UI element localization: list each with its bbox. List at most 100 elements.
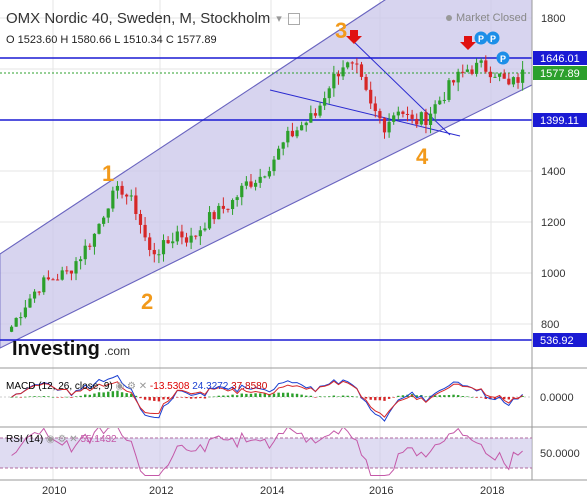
macd-histogram-bar bbox=[286, 392, 290, 397]
candle-body bbox=[419, 112, 423, 125]
macd-histogram-bar bbox=[134, 395, 138, 397]
macd-histogram-bar bbox=[282, 392, 285, 397]
macd-histogram-bar bbox=[65, 396, 69, 398]
p-marker-2[interactable]: P bbox=[486, 31, 500, 45]
triangle-lower-line bbox=[269, 89, 461, 137]
price-label-low: 536.92 bbox=[533, 333, 587, 347]
macd-histogram-bar bbox=[263, 393, 266, 397]
macd-histogram-bar bbox=[194, 397, 197, 399]
candle-body bbox=[451, 80, 456, 83]
macd-histogram-bar bbox=[139, 397, 142, 399]
macd-histogram-bar bbox=[383, 397, 386, 401]
triangle-upper-line bbox=[349, 37, 451, 136]
candle-body bbox=[369, 89, 373, 104]
candle-body bbox=[502, 73, 506, 79]
candle-body bbox=[32, 291, 37, 299]
candle-body bbox=[152, 249, 156, 255]
macd-histogram-bar bbox=[369, 397, 372, 400]
macd-legend: MACD (12, 26, close, 9) ◉ ⚙ ✕ -13.5308 2… bbox=[6, 381, 267, 392]
candle-body bbox=[161, 240, 166, 255]
candle-body bbox=[277, 148, 281, 160]
svg-text:2016: 2016 bbox=[369, 485, 393, 496]
wave-label-1: 1 bbox=[102, 161, 114, 186]
candle-body bbox=[249, 181, 253, 187]
macd-histogram-bar bbox=[479, 397, 483, 398]
settings-icon[interactable]: ▾ bbox=[276, 13, 282, 25]
macd-histogram-bar bbox=[364, 397, 368, 399]
svg-text:P: P bbox=[490, 34, 496, 44]
macd-histogram-bar bbox=[97, 392, 101, 397]
macd-histogram-bar bbox=[33, 396, 36, 397]
macd-histogram-bar bbox=[397, 395, 400, 397]
macd-histogram-bar bbox=[120, 392, 124, 397]
candle-body bbox=[115, 185, 120, 191]
svg-text:1577.89: 1577.89 bbox=[540, 68, 580, 80]
candle-body bbox=[42, 277, 46, 293]
candle-body bbox=[207, 212, 212, 229]
svg-text:2010: 2010 bbox=[42, 485, 66, 496]
svg-text:2014: 2014 bbox=[260, 485, 284, 496]
candle-body bbox=[479, 60, 483, 63]
macd-histogram-bar bbox=[484, 397, 487, 399]
candle-body bbox=[83, 245, 87, 260]
macd-histogram-bar bbox=[452, 394, 455, 397]
macd-histogram-bar bbox=[28, 396, 32, 398]
candle-body bbox=[272, 159, 276, 172]
candle-body bbox=[23, 307, 27, 318]
candle-body bbox=[290, 130, 295, 137]
macd-histogram-bar bbox=[249, 393, 253, 397]
macd-histogram-bar bbox=[176, 397, 179, 398]
candle-body bbox=[442, 99, 446, 101]
macd-histogram-bar bbox=[332, 395, 336, 397]
macd-histogram-bar bbox=[24, 396, 27, 398]
candle-body bbox=[217, 205, 221, 220]
ohlc-readout: O 1523.60 H 1580.66 L 1510.34 C 1577.89 bbox=[6, 34, 217, 46]
candle-body bbox=[129, 195, 133, 197]
market-status: Market Closed bbox=[446, 12, 527, 24]
toggle-icon[interactable] bbox=[287, 12, 300, 25]
p-marker-3[interactable]: P bbox=[496, 51, 510, 65]
macd-axis-label: 0.0000 bbox=[540, 392, 574, 404]
macd-histogram-bar bbox=[378, 397, 382, 401]
macd-histogram-bar bbox=[70, 397, 73, 398]
candle-body bbox=[267, 171, 271, 177]
macd-histogram-bar bbox=[305, 395, 308, 397]
svg-text:P: P bbox=[478, 34, 484, 44]
candle-body bbox=[88, 245, 92, 247]
candle-body bbox=[447, 80, 451, 100]
investing-logo: Investing .com bbox=[12, 338, 130, 360]
macd-histogram-bar bbox=[516, 397, 520, 398]
market-status-text: Market Closed bbox=[456, 12, 527, 24]
macd-histogram-bar bbox=[295, 393, 299, 397]
macd-eye-icon[interactable]: ◉ ⚙ ✕ bbox=[115, 381, 148, 392]
macd-histogram-bar bbox=[328, 396, 331, 397]
candle-body bbox=[230, 200, 235, 210]
candle-body bbox=[134, 195, 138, 215]
candle-body bbox=[286, 130, 290, 143]
candle-body bbox=[396, 111, 400, 116]
candle-body bbox=[180, 231, 184, 238]
candle-body bbox=[263, 176, 267, 178]
candle-body bbox=[106, 208, 110, 218]
candle-body bbox=[102, 217, 106, 224]
rsi-eye-icon[interactable]: ◉ ⚙ ✕ bbox=[46, 434, 78, 445]
candle-body bbox=[9, 326, 14, 332]
p-marker-1[interactable]: P bbox=[474, 31, 488, 45]
candle-body bbox=[244, 181, 248, 186]
candle-body bbox=[19, 317, 23, 319]
candle-body bbox=[28, 298, 32, 308]
candle-body bbox=[433, 104, 437, 114]
macd-histogram-bar bbox=[355, 396, 359, 398]
candle-body bbox=[484, 60, 488, 72]
svg-text:P: P bbox=[500, 54, 506, 64]
candle-body bbox=[493, 76, 497, 78]
macd-histogram-bar bbox=[254, 393, 257, 397]
rsi-legend-title: RSI (14) bbox=[6, 434, 44, 445]
candle-body bbox=[212, 212, 216, 220]
candle-body bbox=[387, 121, 391, 133]
candle-body bbox=[323, 98, 327, 106]
candle-body bbox=[415, 118, 419, 125]
candle-body bbox=[392, 115, 396, 122]
macd-histogram-bar bbox=[489, 397, 492, 400]
candle-body bbox=[327, 88, 331, 99]
